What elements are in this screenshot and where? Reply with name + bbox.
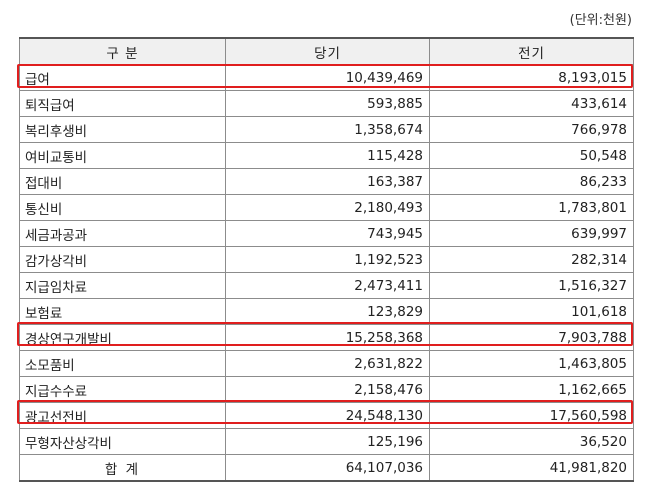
table-row: 급여 10,439,469 8,193,015 [19, 64, 634, 91]
expense-table: 구 분 당기 전기 급여 10,439,469 8,193,015 퇴직급여 5… [19, 37, 634, 482]
row-label: 보험료 [19, 298, 226, 325]
row-prior-value: 433,614 [429, 90, 634, 117]
row-label: 광고선전비 [19, 402, 226, 429]
table-row: 복리후생비 1,358,674 766,978 [19, 116, 634, 143]
table-row: 지급임차료 2,473,411 1,516,327 [19, 272, 634, 299]
row-label: 여비교통비 [19, 142, 226, 169]
row-prior-value: 8,193,015 [429, 64, 634, 91]
column-header-current: 당기 [225, 37, 430, 65]
row-prior-value: 50,548 [429, 142, 634, 169]
table-row: 세금과공과 743,945 639,997 [19, 220, 634, 247]
table-row: 퇴직급여 593,885 433,614 [19, 90, 634, 117]
total-prior-value: 41,981,820 [429, 454, 634, 482]
column-header-prior: 전기 [429, 37, 634, 65]
table-row: 무형자산상각비 125,196 36,520 [19, 428, 634, 455]
total-label: 합 계 [19, 454, 226, 482]
row-prior-value: 7,903,788 [429, 324, 634, 351]
table-row: 경상연구개발비 15,258,368 7,903,788 [19, 324, 634, 351]
row-prior-value: 36,520 [429, 428, 634, 455]
table-row: 보험료 123,829 101,618 [19, 298, 634, 325]
row-current-value: 123,829 [225, 298, 430, 325]
row-prior-value: 639,997 [429, 220, 634, 247]
table-row: 소모품비 2,631,822 1,463,805 [19, 350, 634, 377]
table-row: 감가상각비 1,192,523 282,314 [19, 246, 634, 273]
row-current-value: 10,439,469 [225, 64, 430, 91]
row-current-value: 2,180,493 [225, 194, 430, 221]
row-label: 통신비 [19, 194, 226, 221]
row-current-value: 163,387 [225, 168, 430, 195]
row-prior-value: 1,516,327 [429, 272, 634, 299]
row-label: 지급수수료 [19, 376, 226, 403]
row-prior-value: 101,618 [429, 298, 634, 325]
row-current-value: 15,258,368 [225, 324, 430, 351]
row-current-value: 1,192,523 [225, 246, 430, 273]
row-prior-value: 17,560,598 [429, 402, 634, 429]
row-current-value: 2,631,822 [225, 350, 430, 377]
row-current-value: 743,945 [225, 220, 430, 247]
row-current-value: 125,196 [225, 428, 430, 455]
table-header-row: 구 분 당기 전기 [19, 37, 634, 65]
table-row: 광고선전비 24,548,130 17,560,598 [19, 402, 634, 429]
table-row: 지급수수료 2,158,476 1,162,665 [19, 376, 634, 403]
table-row: 여비교통비 115,428 50,548 [19, 142, 634, 169]
total-current-value: 64,107,036 [225, 454, 430, 482]
row-label: 무형자산상각비 [19, 428, 226, 455]
row-label: 급여 [19, 64, 226, 91]
row-current-value: 1,358,674 [225, 116, 430, 143]
row-prior-value: 766,978 [429, 116, 634, 143]
row-label: 소모품비 [19, 350, 226, 377]
row-prior-value: 1,783,801 [429, 194, 634, 221]
table-row: 통신비 2,180,493 1,783,801 [19, 194, 634, 221]
row-current-value: 2,473,411 [225, 272, 430, 299]
row-current-value: 115,428 [225, 142, 430, 169]
row-label: 지급임차료 [19, 272, 226, 299]
row-label: 퇴직급여 [19, 90, 226, 117]
unit-label: (단위:천원) [569, 13, 632, 28]
row-current-value: 24,548,130 [225, 402, 430, 429]
column-header-category: 구 분 [19, 37, 226, 65]
row-prior-value: 282,314 [429, 246, 634, 273]
row-label: 복리후생비 [19, 116, 226, 143]
row-label: 접대비 [19, 168, 226, 195]
total-row: 합 계 64,107,036 41,981,820 [19, 454, 634, 482]
row-label: 경상연구개발비 [19, 324, 226, 351]
row-label: 감가상각비 [19, 246, 226, 273]
row-current-value: 2,158,476 [225, 376, 430, 403]
row-prior-value: 1,162,665 [429, 376, 634, 403]
table-row: 접대비 163,387 86,233 [19, 168, 634, 195]
row-current-value: 593,885 [225, 90, 430, 117]
row-prior-value: 1,463,805 [429, 350, 634, 377]
row-label: 세금과공과 [19, 220, 226, 247]
row-prior-value: 86,233 [429, 168, 634, 195]
